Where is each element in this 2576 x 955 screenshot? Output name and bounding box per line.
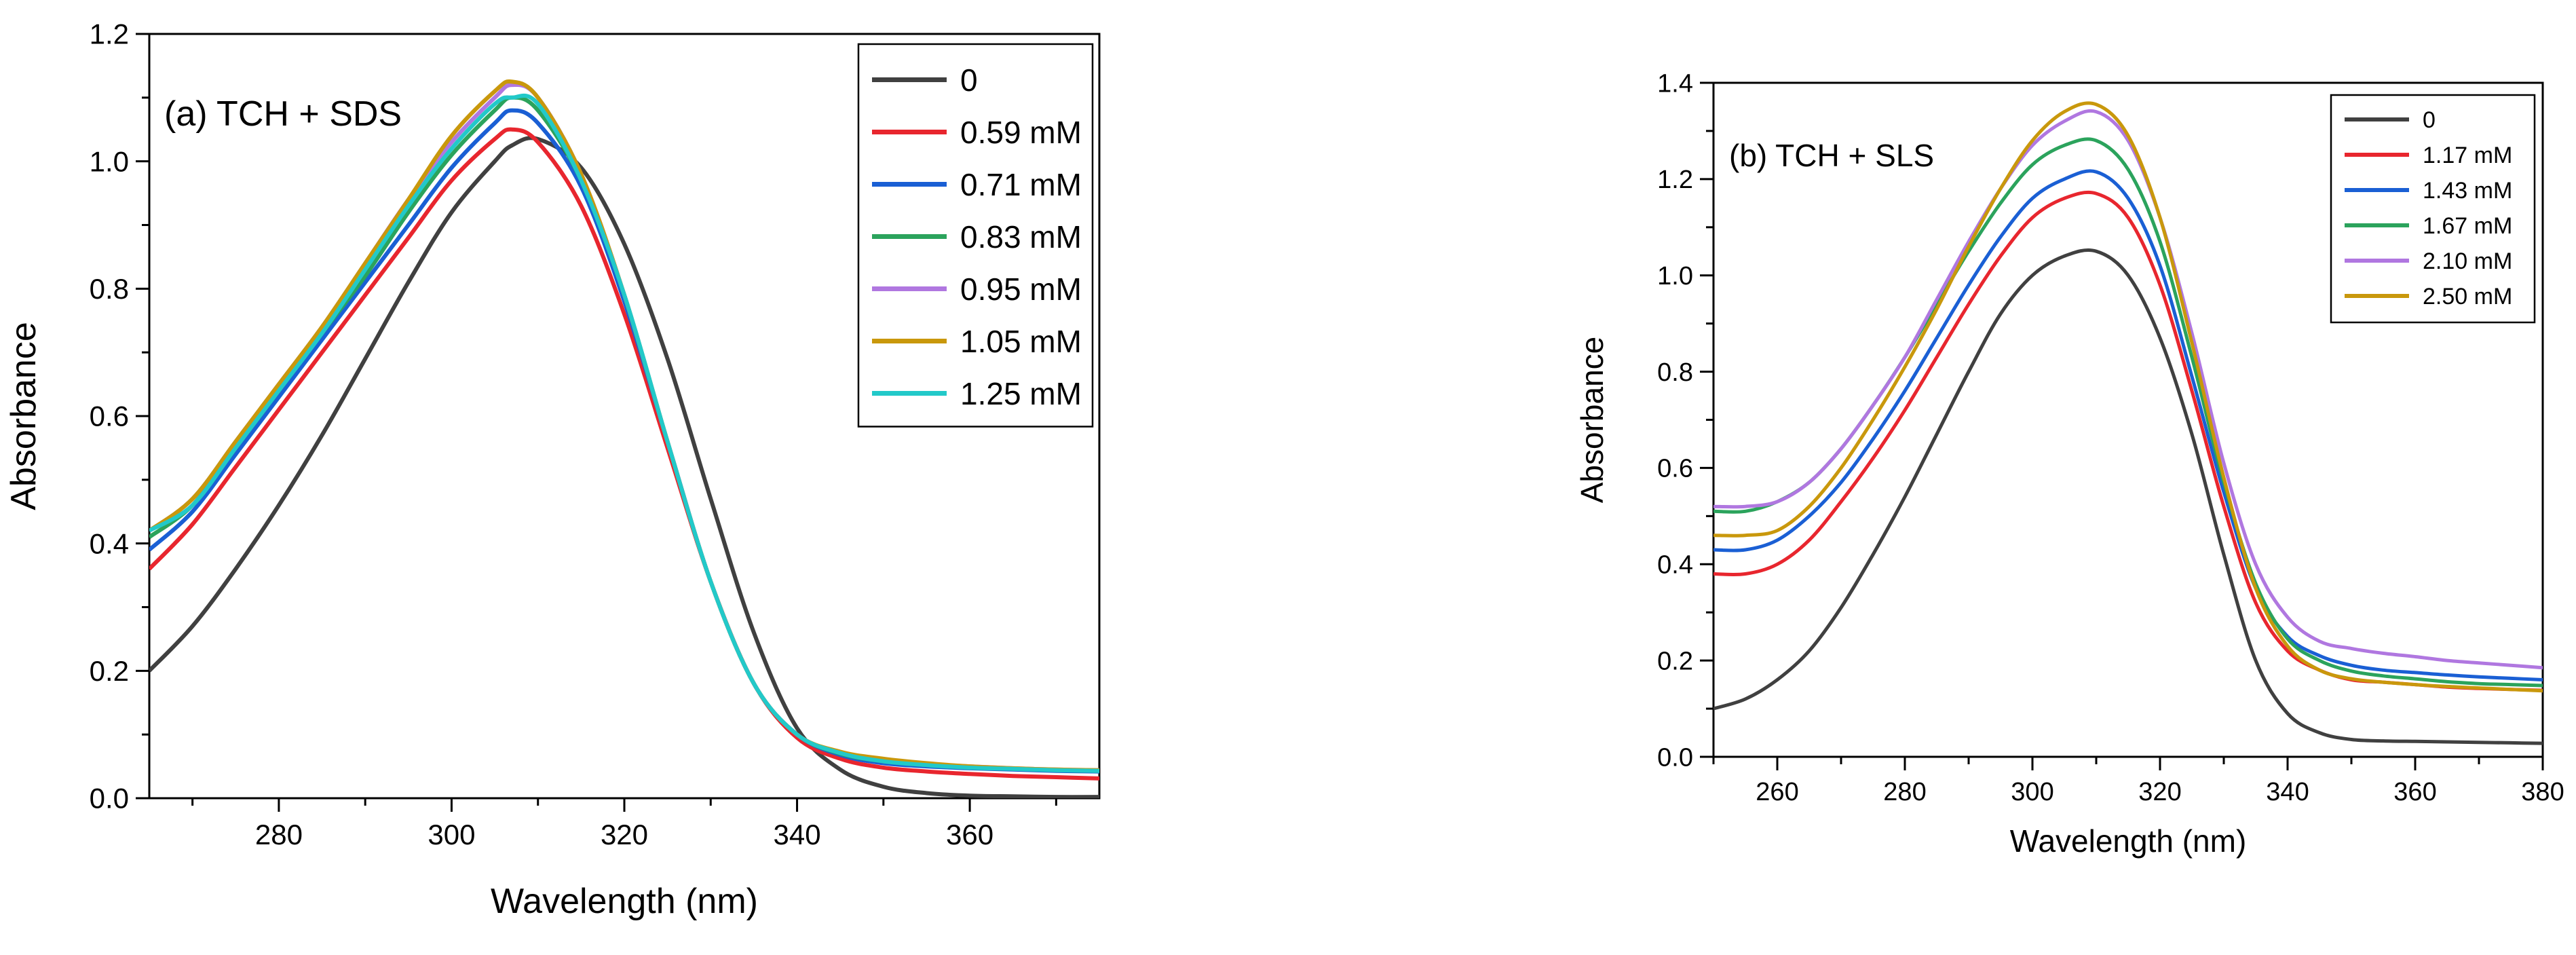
- y-tick-label: 0.8: [90, 273, 129, 305]
- x-tick-label: 320: [2138, 778, 2181, 806]
- legend-box: [2330, 94, 2536, 324]
- x-tick-label: 360: [946, 819, 993, 850]
- x-tick-label: 300: [428, 819, 475, 850]
- legend-label: 0: [960, 62, 978, 98]
- y-tick-label: 0.4: [1657, 551, 1693, 580]
- legend-label: 0.59 mM: [960, 115, 1082, 150]
- y-tick-label: 0.6: [90, 400, 129, 432]
- y-axis-title: Absorbance: [1574, 337, 1610, 504]
- legend-label: 0.83 mM: [960, 219, 1082, 255]
- x-axis-title: Wavelength (nm): [491, 882, 758, 921]
- series-group: [149, 79, 1099, 798]
- y-axis-title: Absorbance: [4, 322, 43, 510]
- panel-a-chart: 280 300 320 340 360 0.0 0.2 0.4 0.6 0.8 1.0 1.2 Wave…: [4, 18, 1101, 921]
- series-line-a-1: [149, 127, 1099, 781]
- legend-label: 2.10 mM: [2423, 248, 2512, 274]
- legend-label: 1.25 mM: [960, 376, 1082, 411]
- series-line-a-6: [149, 93, 1099, 773]
- legend-label: 1.43 mM: [2423, 178, 2512, 204]
- x-tick-label: 320: [601, 819, 648, 850]
- y-tick-label: 1.0: [90, 145, 129, 177]
- y-tick-label: 1.2: [90, 18, 129, 50]
- legend-label: 0.95 mM: [960, 271, 1082, 307]
- y-tick-label: 0.0: [1657, 743, 1693, 772]
- series-line-b-5: [1713, 101, 2543, 693]
- panel-title: (a) TCH + SDS: [164, 94, 402, 134]
- legend-label: 1.67 mM: [2423, 213, 2512, 239]
- series-group: [1713, 101, 2543, 745]
- series-line-b-2: [1713, 169, 2543, 681]
- y-tick-label: 0.2: [90, 655, 129, 687]
- y-tick-label: 0.8: [1657, 358, 1693, 387]
- legend-label: 0: [2423, 107, 2436, 133]
- legend-label: 2.50 mM: [2423, 284, 2512, 310]
- y-tick-label: 0.6: [1657, 455, 1693, 483]
- y-tick-label: 0.2: [1657, 647, 1693, 675]
- y-tick-label: 0.0: [90, 783, 129, 814]
- y-tick-label: 0.4: [90, 527, 129, 559]
- y-tick-label: 1.0: [1657, 262, 1693, 291]
- x-tick-label: 360: [2393, 778, 2436, 806]
- x-tick-label: 300: [2011, 778, 2053, 806]
- panel-b-chart: 260 280 300 320 340 360 380 0.0 0.2 0.4 0.6 0.8 1.0 1…: [1574, 69, 2564, 859]
- y-tick-label: 1.4: [1657, 69, 1693, 98]
- x-tick-label: 340: [2266, 778, 2309, 806]
- legend-label: 0.71 mM: [960, 167, 1082, 202]
- series-line-a-0: [149, 136, 1099, 798]
- x-tick-label: 380: [2521, 778, 2564, 806]
- x-axis-title: Wavelength (nm): [2010, 823, 2247, 859]
- panel-title: (b) TCH + SLS: [1729, 138, 1934, 173]
- x-tick-label: 340: [774, 819, 821, 850]
- series-line-b-0: [1713, 248, 2543, 745]
- x-tick-label: 280: [255, 819, 303, 850]
- x-tick-label: 260: [1756, 778, 1798, 806]
- legend-label: 1.17 mM: [2423, 143, 2512, 168]
- legend-label: 1.05 mM: [960, 324, 1082, 359]
- y-tick-label: 1.2: [1657, 166, 1693, 194]
- x-tick-label: 280: [1883, 778, 1926, 806]
